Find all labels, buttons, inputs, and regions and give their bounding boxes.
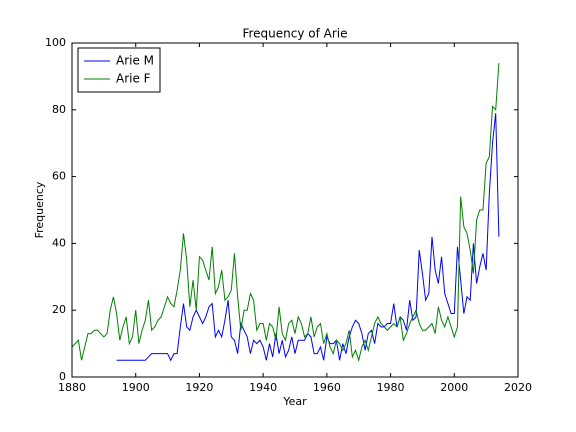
y-tick-label: 100 [45, 36, 66, 49]
x-tick-label: 2020 [504, 381, 532, 394]
x-tick-label: 1880 [58, 381, 86, 394]
plot-frame [71, 42, 519, 378]
x-tick-label: 1980 [377, 381, 405, 394]
y-tick-label: 20 [52, 303, 66, 316]
legend-label: Arie M [116, 54, 154, 68]
series-line [71, 63, 500, 363]
y-tick-label: 80 [52, 103, 66, 116]
x-tick-label: 1940 [249, 381, 277, 394]
y-tick-label: 40 [52, 236, 66, 249]
x-tick-label: 1900 [122, 381, 150, 394]
legend-label: Arie F [116, 72, 151, 86]
legend-box [77, 47, 161, 93]
y-tick-label: 0 [59, 370, 66, 383]
x-tick-label: 2000 [440, 381, 468, 394]
y-axis-label: Frequency [33, 181, 46, 238]
x-tick-label: 1960 [313, 381, 341, 394]
y-tick-label: 60 [52, 170, 66, 183]
chart-title: Frequency of Arie [242, 27, 347, 41]
x-axis-label: Year [282, 395, 307, 408]
x-tick-label: 1920 [185, 381, 213, 394]
